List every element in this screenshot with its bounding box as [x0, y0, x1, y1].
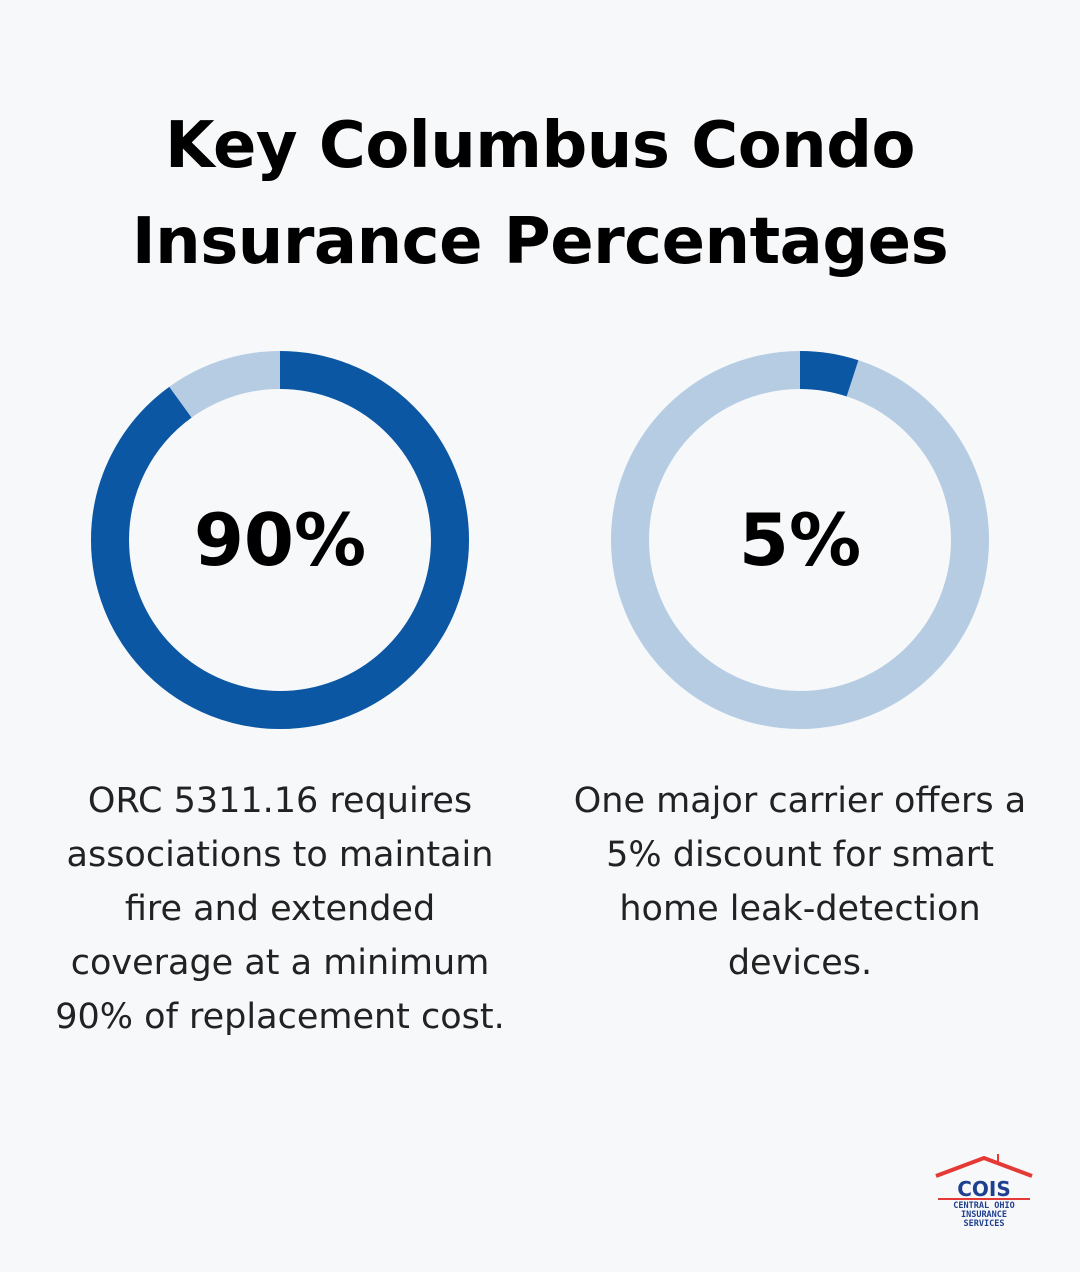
- caption-line: ORC 5311.16 requires: [87, 781, 473, 821]
- caption-line: associations to maintain: [66, 835, 494, 875]
- caption-line: 90% of replacement cost.: [55, 997, 505, 1037]
- logo-wordmark: COIS: [957, 1177, 1011, 1201]
- stat-caption-smart-home-discount: One major carrier offers a 5% discount f…: [550, 774, 1050, 990]
- logo-line: INSURANCE: [960, 1210, 1008, 1220]
- caption-line: coverage at a minimum: [70, 943, 490, 983]
- stat-card-smart-home-discount: 5% One major carrier offers a 5% discoun…: [550, 350, 1050, 990]
- donut-svg-minimum-coverage: [91, 351, 469, 729]
- donut-chart-smart-home-discount: 5%: [610, 350, 990, 730]
- title-line-2: Insurance Percentages: [131, 205, 949, 279]
- company-logo: COIS CENTRAL OHIO INSURANCE SERVICES: [928, 1152, 1040, 1232]
- page-title: Key Columbus Condo Insurance Percentages: [40, 98, 1040, 290]
- donut-value-arc: [611, 351, 989, 729]
- title-line-1: Key Columbus Condo: [164, 109, 916, 183]
- house-roof-icon: COIS: [935, 1154, 1033, 1201]
- caption-line: One major carrier offers a: [573, 781, 1027, 821]
- donut-center-label: 90%: [193, 498, 367, 582]
- logo-tagline: CENTRAL OHIO INSURANCE SERVICES: [928, 1202, 1040, 1229]
- stat-card-minimum-coverage: 90% ORC 5311.16 requires associations to…: [30, 350, 530, 1044]
- caption-line: fire and extended: [124, 889, 436, 929]
- donut-center-label: 5%: [738, 498, 862, 582]
- donut-value-arc: [91, 351, 469, 729]
- caption-line: devices.: [727, 943, 873, 983]
- caption-line: 5% discount for smart: [606, 835, 994, 875]
- logo-line: CENTRAL OHIO: [953, 1201, 1015, 1211]
- caption-line: home leak-detection: [619, 889, 981, 929]
- stat-caption-minimum-coverage: ORC 5311.16 requires associations to mai…: [30, 774, 530, 1044]
- donut-chart-minimum-coverage: 90%: [90, 350, 470, 730]
- logo-line: SERVICES: [963, 1219, 1005, 1229]
- donut-svg-smart-home-discount: [611, 351, 989, 729]
